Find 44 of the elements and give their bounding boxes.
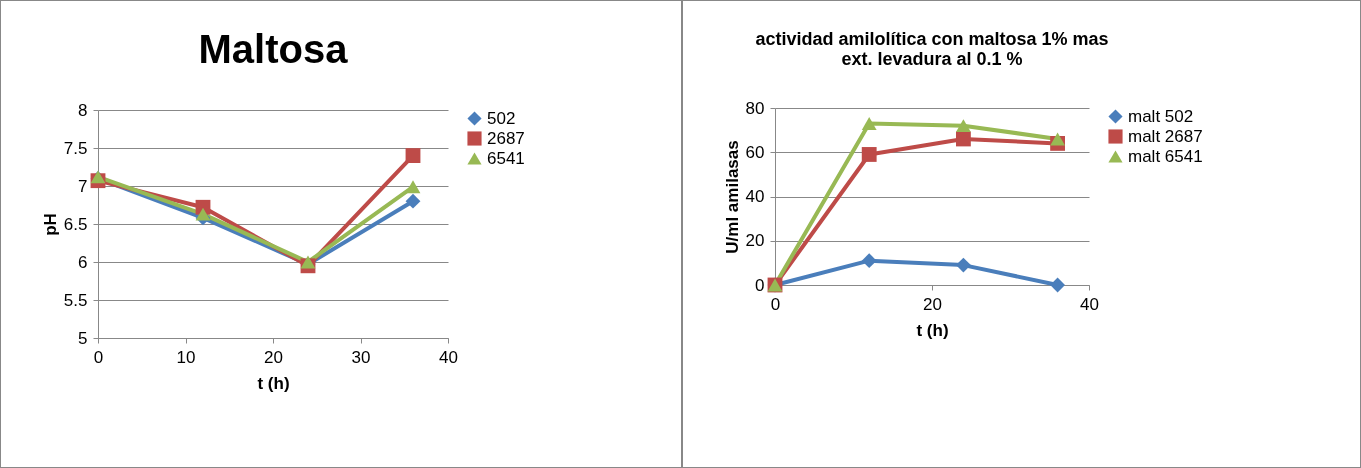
point — [861, 147, 877, 162]
point — [955, 119, 971, 133]
point — [861, 117, 877, 130]
y-axis-title: pH — [40, 213, 60, 236]
chart-title: actividad amilolítica con maltosa 1% mas ext. levadura al 0.1 % — [755, 29, 1109, 69]
point — [861, 253, 877, 269]
point — [405, 148, 421, 164]
x-tick-label: 10 — [176, 347, 196, 367]
y-tick-label: 6.5 — [63, 214, 88, 234]
y-tick-label: 6 — [78, 252, 88, 272]
y-tick-label: 60 — [745, 142, 765, 162]
x-tick-label: 40 — [1080, 294, 1099, 314]
legend-label: 2687 — [487, 128, 525, 148]
x-tick-label: 20 — [923, 294, 942, 314]
x-tick-label: 30 — [351, 347, 371, 367]
x-tick-label: 20 — [264, 347, 283, 367]
point — [195, 207, 211, 221]
y-tick-label: 5 — [78, 328, 88, 348]
y-axis-title: U/ml amilasas — [722, 140, 742, 254]
x-tick-label: 0 — [93, 347, 104, 367]
legend-label: malt 2687 — [1128, 126, 1203, 146]
y-tick-label: 0 — [755, 275, 765, 295]
y-tick-label: 7 — [78, 176, 88, 196]
point — [1050, 132, 1066, 146]
point — [405, 193, 421, 209]
point — [955, 131, 971, 147]
point — [955, 257, 971, 273]
y-tick-label: 20 — [745, 231, 765, 251]
legend-label: malt 6541 — [1128, 146, 1203, 166]
legend-label: malt 502 — [1128, 106, 1194, 126]
y-tick-label: 7.5 — [63, 138, 88, 158]
y-tick-label: 5.5 — [63, 290, 88, 310]
legend-label: 502 — [487, 108, 516, 128]
x-axis-title: t (h) — [916, 320, 949, 340]
y-tick-label: 80 — [745, 98, 765, 118]
y-tick-label: 8 — [78, 100, 88, 120]
point — [405, 180, 421, 194]
y-tick-label: 40 — [745, 187, 765, 206]
x-tick-label: 40 — [439, 347, 458, 367]
x-tick-label: 0 — [770, 294, 781, 314]
point — [1050, 277, 1066, 293]
legend-label: 6541 — [487, 148, 525, 168]
chart-title: Maltosa — [198, 27, 349, 71]
x-axis-title: t (h) — [257, 373, 290, 393]
